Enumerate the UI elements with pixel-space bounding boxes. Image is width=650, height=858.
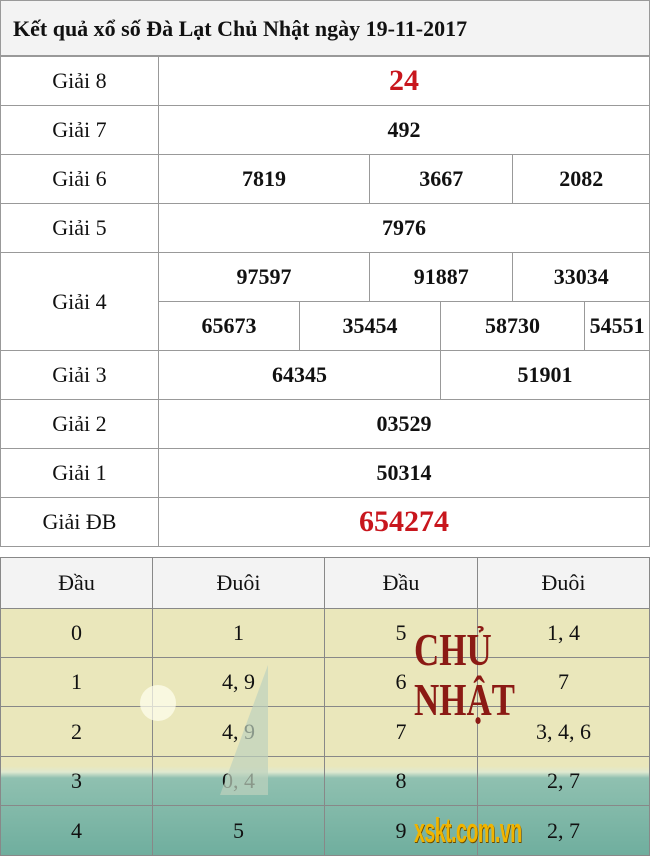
loto-row: 4 5 9 2, 7: [0, 805, 650, 856]
prize-value: 03529: [158, 399, 650, 449]
loto-row: 3 0, 4 8 2, 7: [0, 755, 650, 807]
prize-value: 64345: [158, 350, 441, 400]
cell: 5: [152, 805, 325, 856]
prize-row-g3: Giải 3 64345 51901: [0, 350, 650, 400]
cell: 9: [324, 805, 478, 856]
prize-row-db: Giải ĐB 654274: [0, 497, 650, 547]
cell: 1, 4: [477, 607, 650, 658]
prize-label: Giải 2: [0, 399, 159, 449]
prize-value-special: 654274: [158, 497, 650, 547]
header-duoi: Đuôi: [477, 557, 650, 609]
prize-value: 65673: [157, 301, 301, 351]
cell: 2, 7: [477, 805, 650, 856]
cell: 7: [477, 656, 650, 708]
prize-value: 33034: [512, 252, 650, 302]
results-table: Giải 8 24 Giải 7 492 Giải 6 7819 3667 2082 Gi…: [0, 56, 650, 547]
prize-value: 492: [158, 105, 650, 155]
cell: 1: [0, 656, 153, 708]
cell: 2, 7: [477, 755, 650, 807]
prize-row-g2: Giải 2 03529: [0, 399, 650, 449]
prize-row-g1: Giải 1 50314: [0, 448, 650, 498]
prize-label: Giải 1: [0, 448, 159, 498]
prize-value: 97597: [157, 252, 371, 302]
prize-row-g6: Giải 6 7819 3667 2082: [0, 154, 650, 204]
header-dau: Đầu: [324, 557, 478, 609]
prize-value: 24: [158, 56, 650, 106]
prize-row-g5: Giải 5 7976: [0, 203, 650, 253]
prize-label: Giải 6: [0, 154, 159, 204]
prize-label: Giải 4: [0, 252, 159, 351]
prize-label: Giải 7: [0, 105, 159, 155]
prize-value: 58730: [439, 301, 586, 351]
prize-label: Giải 5: [0, 203, 159, 253]
prize-value: 51901: [439, 350, 650, 400]
prize-label: Giải ĐB: [0, 497, 159, 547]
header-duoi: Đuôi: [152, 557, 325, 609]
prize-row-g7: Giải 7 492: [0, 105, 650, 155]
page-title: Kết quả xổ số Đà Lạt Chủ Nhật ngày 19-11…: [0, 0, 650, 56]
prize-value: 3667: [369, 154, 514, 204]
prize-row-g4: Giải 4 97597 91887 33034: [0, 252, 650, 351]
cell: 5: [324, 607, 478, 658]
cell: 0: [0, 607, 153, 658]
cell: 1: [152, 607, 325, 658]
cell: 4, 9: [152, 656, 325, 708]
prize-value: 7976: [158, 203, 650, 253]
loto-header: Đầu Đuôi Đầu Đuôi: [0, 557, 650, 609]
loto-row: 0 1 5 1, 4: [0, 607, 650, 658]
prize-value: 2082: [512, 154, 650, 204]
prize-value: 91887: [369, 252, 514, 302]
prize-label: Giải 3: [0, 350, 159, 400]
cell: 0, 4: [152, 755, 325, 807]
cell: 3: [0, 755, 153, 807]
cell: 7: [324, 706, 478, 757]
cell: 4, 9: [152, 706, 325, 757]
header-dau: Đầu: [0, 557, 153, 609]
cell: 8: [324, 755, 478, 807]
cell: 2: [0, 706, 153, 757]
prize-value: 7819: [157, 154, 371, 204]
cell: 6: [324, 656, 478, 708]
loto-row: 2 4, 9 7 3, 4, 6: [0, 706, 650, 757]
prize-value: 50314: [158, 448, 650, 498]
prize-value: 54551: [584, 301, 650, 351]
prize-row-g8: Giải 8 24: [0, 56, 650, 106]
cell: 3, 4, 6: [477, 706, 650, 757]
cell: 4: [0, 805, 153, 856]
prize-label: Giải 8: [0, 56, 159, 106]
prize-value: 35454: [299, 301, 441, 351]
